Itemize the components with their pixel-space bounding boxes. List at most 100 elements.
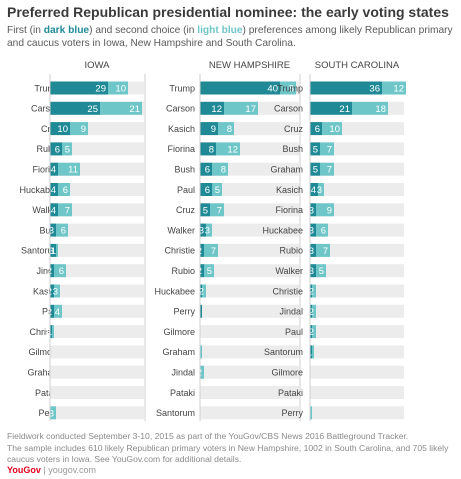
- bar-second-new-hampshire-cruz: [210, 203, 224, 217]
- bar-second-south-carolina-jindal: [312, 304, 316, 318]
- row-label-south-carolina-kasich: Kasich: [276, 185, 303, 195]
- row-track-iowa-graham: [50, 365, 144, 379]
- row-label-iowa-santorum: Santorum: [21, 246, 60, 256]
- bar-second-iowa-cruz: [70, 122, 88, 136]
- value-second-south-carolina-perry: 1: [305, 408, 310, 419]
- bar-first-iowa-fiorina: [50, 162, 58, 176]
- bar-second-south-carolina-kasich: [318, 183, 324, 196]
- bar-second-new-hampshire-jindal: [200, 365, 204, 379]
- value-second-new-hampshire-walker: 3: [205, 226, 210, 237]
- value-first-iowa-bush: 3: [49, 226, 54, 237]
- value-first-new-hampshire-christie: 2: [197, 246, 202, 257]
- value-second-south-carolina-fiorina: 9: [327, 205, 332, 216]
- bar-first-iowa-huckabee: [50, 183, 58, 196]
- row-track-new-hampshire-pataki: [200, 386, 299, 399]
- bar-second-south-carolina-perry: [310, 406, 312, 420]
- value-first-new-hampshire-fiorina: 8: [209, 144, 214, 155]
- value-second-south-carolina-huckabee: 6: [321, 226, 326, 237]
- row-label-south-carolina-christie: Christie: [272, 286, 303, 296]
- value-first-new-hampshire-trump: 40: [267, 84, 278, 95]
- footer-line-1: Fieldwork conducted September 3-10, 2015…: [7, 431, 409, 441]
- value-first-new-hampshire-perry: 1: [195, 307, 200, 318]
- row-track-south-carolina-gilmore: [310, 365, 404, 379]
- row-label-south-carolina-gilmore: Gilmore: [271, 368, 303, 378]
- value-first-iowa-rubio: 6: [55, 144, 60, 155]
- value-second-new-hampshire-kasich: 8: [227, 124, 232, 135]
- row-label-new-hampshire-perry: Perry: [173, 307, 195, 317]
- bar-second-new-hampshire-christie: [204, 243, 218, 257]
- bar-second-new-hampshire-fiorina: [216, 142, 240, 156]
- row-track-south-carolina-paul: [310, 325, 404, 339]
- value-second-south-carolina-kasich: 3: [317, 185, 322, 196]
- row-track-south-carolina-rubio: [310, 243, 404, 257]
- bar-second-iowa-bush: [56, 223, 68, 237]
- row-label-new-hampshire-graham: Graham: [162, 347, 195, 357]
- value-second-iowa-fiorina: 11: [68, 165, 78, 176]
- row-track-iowa-kasich: [50, 284, 144, 298]
- value-first-new-hampshire-paul: 6: [205, 185, 210, 196]
- value-second-iowa-bush: 6: [61, 226, 66, 237]
- row-track-south-carolina-kasich: [310, 183, 404, 196]
- bar-first-new-hampshire-bush: [200, 162, 212, 176]
- bar-first-new-hampshire-kasich: [200, 122, 218, 136]
- value-first-new-hampshire-bush: 6: [205, 165, 210, 176]
- value-first-iowa-santorum: 3: [49, 246, 54, 257]
- row-label-iowa-jindal: Jindal: [36, 266, 60, 276]
- row-track-new-hampshire-gilmore: [200, 325, 299, 339]
- chart-subtitle: First (in dark blue) and second choice (…: [7, 24, 457, 50]
- row-label-new-hampshire-carson: Carson: [166, 104, 195, 114]
- bar-first-iowa-carson: [50, 101, 100, 115]
- value-first-iowa-christie: 1: [45, 327, 50, 338]
- value-second-iowa-jindal: 6: [59, 266, 64, 277]
- row-track-iowa-christie: [50, 325, 144, 339]
- value-second-iowa-trump: 10: [115, 84, 126, 95]
- value-first-south-carolina-bush: 5: [313, 144, 318, 155]
- row-track-south-carolina-santorum: [310, 345, 404, 359]
- bar-second-new-hampshire-graham: [200, 345, 202, 359]
- row-label-new-hampshire-christie: Christie: [164, 246, 195, 256]
- row-track-iowa-rubio: [50, 142, 144, 156]
- value-first-south-carolina-santorum: 1: [305, 347, 310, 358]
- subtitle-dark-label: dark blue: [43, 25, 90, 36]
- row-label-new-hampshire-santorum: Santorum: [156, 408, 195, 418]
- value-second-new-hampshire-huckabee: 2: [199, 287, 204, 298]
- value-second-south-carolina-jindal: 2: [309, 307, 314, 318]
- row-label-iowa-pataki: Pataki: [35, 388, 60, 398]
- row-label-south-carolina-huckabee: Huckabee: [262, 225, 303, 235]
- row-track-south-carolina-pataki: [310, 386, 404, 399]
- bar-second-south-carolina-cruz: [322, 122, 342, 136]
- row-track-south-carolina-walker: [310, 264, 404, 278]
- row-track-south-carolina-christie: [310, 284, 404, 298]
- row-label-iowa-carson: Carson: [31, 104, 60, 114]
- value-first-iowa-trump: 29: [95, 84, 106, 95]
- bar-second-south-carolina-walker: [316, 264, 326, 278]
- value-second-new-hampshire-graham: 1: [195, 347, 200, 358]
- bar-first-new-hampshire-paul: [200, 183, 212, 196]
- bar-first-new-hampshire-rubio: [200, 264, 204, 278]
- value-second-new-hampshire-bush: 8: [221, 165, 226, 176]
- row-label-new-hampshire-fiorina: Fiorina: [167, 144, 195, 154]
- value-second-new-hampshire-carson: 17: [245, 104, 256, 115]
- bar-first-iowa-paul: [50, 304, 54, 318]
- bar-first-south-carolina-huckabee: [310, 223, 316, 237]
- brand-separator: |: [40, 465, 49, 475]
- row-label-iowa-graham: Graham: [27, 368, 60, 378]
- bar-first-iowa-kasich: [50, 284, 54, 298]
- value-first-new-hampshire-carson: 12: [211, 104, 222, 115]
- bar-first-iowa-walker: [50, 203, 58, 217]
- value-first-iowa-paul: 2: [47, 307, 52, 318]
- value-second-iowa-carson: 21: [129, 104, 140, 115]
- bar-second-south-carolina-santorum: [312, 345, 314, 359]
- bar-second-iowa-walker: [58, 203, 72, 217]
- row-track-new-hampshire-rubio: [200, 264, 299, 278]
- row-track-new-hampshire-huckabee: [200, 284, 299, 298]
- bar-second-iowa-kasich: [54, 284, 60, 298]
- bar-first-new-hampshire-perry: [200, 304, 202, 318]
- value-second-new-hampshire-cruz: 7: [217, 205, 222, 216]
- bar-second-new-hampshire-walker: [206, 223, 212, 237]
- panel-title-iowa: IOWA: [85, 60, 111, 71]
- bar-first-south-carolina-rubio: [310, 243, 316, 257]
- brand-site: yougov.com: [48, 465, 97, 475]
- bar-first-new-hampshire-trump: [200, 81, 280, 95]
- value-first-iowa-walker: 4: [51, 205, 56, 216]
